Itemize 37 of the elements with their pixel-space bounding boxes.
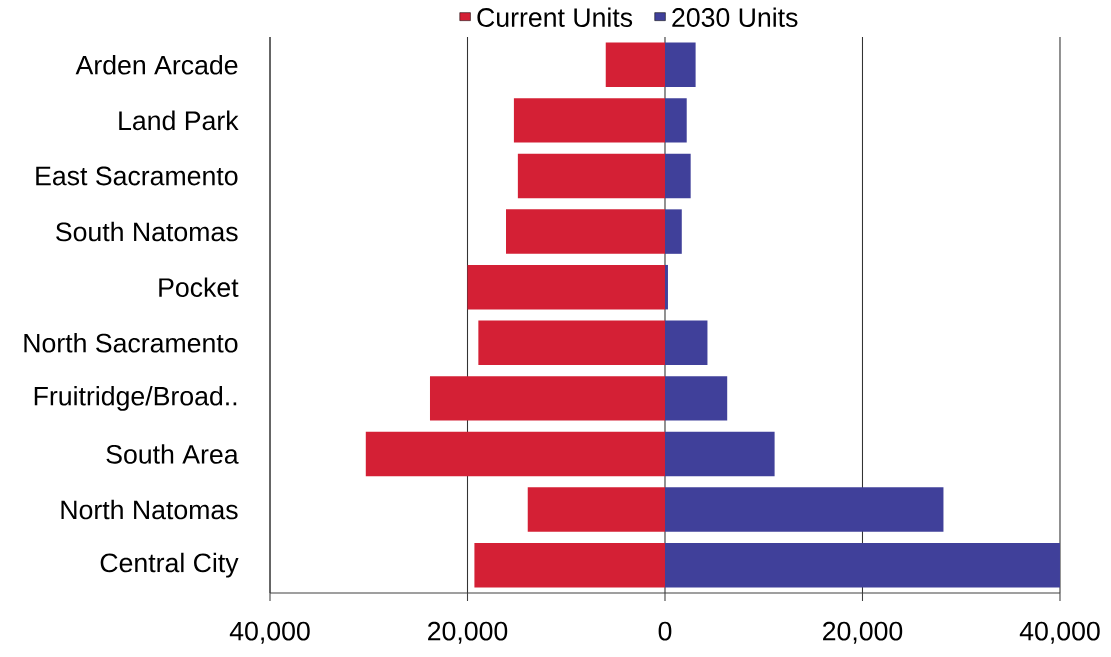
y-tick-label: Arden Arcade — [75, 54, 238, 75]
bar — [665, 264, 668, 310]
bar — [517, 153, 665, 199]
bar — [513, 98, 665, 143]
bar — [665, 542, 1060, 588]
bar — [665, 153, 691, 199]
legend-label: 2030 Units — [672, 7, 798, 27]
bar — [506, 209, 665, 254]
legend-label: Current Units — [477, 7, 633, 27]
y-tick-label: Land Park — [119, 110, 239, 131]
bar — [665, 487, 944, 532]
bar — [665, 209, 682, 254]
y-tick-label: Central City — [100, 552, 239, 578]
y-tick-label: South Area — [106, 444, 239, 464]
bar — [605, 42, 665, 88]
bar — [665, 42, 696, 88]
y-tick-label: South Natomas — [56, 221, 238, 242]
bar — [665, 376, 728, 421]
y-tick-label: North Sacramento — [24, 332, 238, 353]
bar — [467, 264, 665, 310]
bar — [474, 542, 665, 588]
bar — [665, 431, 775, 477]
bar — [429, 376, 665, 421]
x-tick-label: 0 — [658, 621, 672, 641]
bar — [665, 320, 708, 366]
x-tick-label: 40,000 — [229, 621, 310, 644]
x-tick-label: 20,000 — [428, 621, 508, 644]
bar — [478, 320, 665, 366]
bar — [665, 98, 687, 143]
y-tick-label: Fruitridge/Broad.. — [34, 385, 237, 411]
y-tick-label: East Sacramento — [36, 166, 238, 186]
y-tick-label: North Natomas — [61, 499, 238, 520]
x-tick-label: 20,000 — [823, 621, 903, 644]
bar — [365, 431, 665, 477]
y-tick-label: Pocket — [159, 277, 239, 297]
x-tick-label: 40,000 — [1019, 621, 1100, 644]
bar — [527, 487, 665, 532]
